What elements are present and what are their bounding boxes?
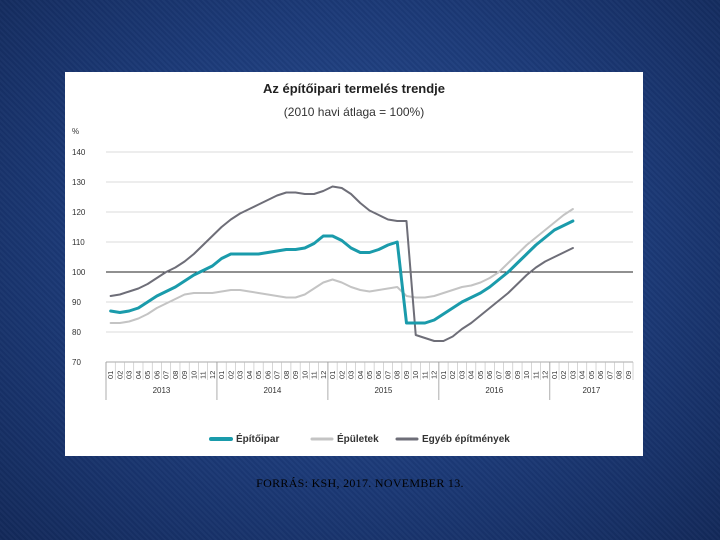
x-tick-label: 09 bbox=[624, 371, 633, 379]
y-axis-unit: % bbox=[72, 127, 79, 136]
y-tick-label: 110 bbox=[72, 238, 85, 247]
x-tick-label: 11 bbox=[310, 371, 319, 379]
x-tick-label: 02 bbox=[337, 371, 346, 379]
x-tick-label: 08 bbox=[282, 371, 291, 379]
x-tick-label: 11 bbox=[420, 371, 429, 379]
x-tick-label: 03 bbox=[568, 371, 577, 379]
x-tick-label: 06 bbox=[485, 371, 494, 379]
x-tick-label: 05 bbox=[365, 371, 374, 379]
x-tick-label: 03 bbox=[236, 371, 245, 379]
x-tick-label: 04 bbox=[578, 371, 587, 379]
legend-label: Egyéb építmények bbox=[422, 434, 510, 445]
x-tick-label: 01 bbox=[439, 371, 448, 379]
x-tick-label: 03 bbox=[457, 371, 466, 379]
x-tick-label: 08 bbox=[615, 371, 624, 379]
x-tick-label: 08 bbox=[504, 371, 513, 379]
x-tick-label: 01 bbox=[328, 371, 337, 379]
x-tick-label: 10 bbox=[300, 371, 309, 379]
x-tick-label: 06 bbox=[596, 371, 605, 379]
chart-title: Az építőipari termelés trendje bbox=[263, 81, 445, 96]
x-tick-label: 09 bbox=[402, 371, 411, 379]
x-tick-label: 03 bbox=[347, 371, 356, 379]
x-tick-label: 04 bbox=[245, 371, 254, 379]
x-tick-label: 09 bbox=[291, 371, 300, 379]
x-tick-label: 12 bbox=[430, 371, 439, 379]
x-tick-label: 10 bbox=[411, 371, 420, 379]
x-tick-label: 04 bbox=[134, 371, 143, 379]
year-label: 2017 bbox=[582, 386, 600, 395]
x-tick-label: 11 bbox=[531, 371, 540, 379]
y-tick-label: 140 bbox=[72, 148, 86, 157]
y-tick-labels: 140 130 120 110 100 90 80 70 bbox=[72, 148, 86, 367]
line-chart: Az építőipari termelés trendje (2010 hav… bbox=[72, 81, 634, 445]
legend-label: Épületek bbox=[337, 432, 379, 445]
y-tick-label: 90 bbox=[72, 298, 81, 307]
x-tick-label: 06 bbox=[374, 371, 383, 379]
x-tick-label: 02 bbox=[115, 371, 124, 379]
year-label: 2015 bbox=[374, 386, 392, 395]
x-tick-label: 08 bbox=[393, 371, 402, 379]
x-tick-label: 02 bbox=[559, 371, 568, 379]
x-tick-label: 07 bbox=[162, 371, 171, 379]
x-tick-label: 12 bbox=[319, 371, 328, 379]
y-tick-label: 130 bbox=[72, 178, 86, 187]
x-tick-label: 07 bbox=[383, 371, 392, 379]
x-tick-label: 06 bbox=[152, 371, 161, 379]
series-line-2 bbox=[109, 185, 574, 342]
year-label: 2013 bbox=[153, 386, 171, 395]
x-tick-label: 07 bbox=[273, 371, 282, 379]
x-axis: 01 02 03 04 05 06 07 08 09 10 11 12 01 02 03 04 05 06 07 08… bbox=[105, 361, 634, 400]
x-tick-label: 03 bbox=[125, 371, 134, 379]
x-tick-label: 04 bbox=[356, 371, 365, 379]
y-tick-label: 100 bbox=[72, 268, 86, 277]
series-lines bbox=[109, 185, 575, 342]
chart-panel: Az építőipari termelés trendje (2010 hav… bbox=[65, 72, 643, 456]
source-caption: FORRÁS: KSH, 2017. NOVEMBER 13. bbox=[256, 476, 464, 490]
x-tick-label: 12 bbox=[208, 371, 217, 379]
x-tick-label: 04 bbox=[467, 371, 476, 379]
x-tick-label: 01 bbox=[106, 371, 115, 379]
x-tick-label: 06 bbox=[263, 371, 272, 379]
x-tick-label: 07 bbox=[494, 371, 503, 379]
x-tick-label: 05 bbox=[476, 371, 485, 379]
x-tick-label: 10 bbox=[189, 371, 198, 379]
x-tick-label: 05 bbox=[254, 371, 263, 379]
y-tick-label: 80 bbox=[72, 328, 81, 337]
x-tick-label: 01 bbox=[217, 371, 226, 379]
y-tick-label: 70 bbox=[72, 358, 81, 367]
x-tick-label: 01 bbox=[550, 371, 559, 379]
x-tick-label: 05 bbox=[143, 371, 152, 379]
x-tick-label: 09 bbox=[513, 371, 522, 379]
x-tick-label: 11 bbox=[199, 371, 208, 379]
x-tick-label: 02 bbox=[448, 371, 457, 379]
x-tick-label: 12 bbox=[541, 371, 550, 379]
series-line-0 bbox=[109, 219, 575, 325]
legend-label: Építőipar bbox=[236, 432, 279, 445]
x-tick-label: 08 bbox=[171, 371, 180, 379]
x-tick-label: 09 bbox=[180, 371, 189, 379]
x-tick-label: 02 bbox=[226, 371, 235, 379]
legend: Építőipar Épületek Egyéb építmények bbox=[209, 432, 510, 445]
year-label: 2014 bbox=[264, 386, 282, 395]
year-label: 2016 bbox=[485, 386, 503, 395]
x-tick-label: 07 bbox=[605, 371, 614, 379]
series-line-1 bbox=[109, 208, 574, 324]
chart-subtitle: (2010 havi átlaga = 100%) bbox=[284, 105, 424, 119]
y-tick-label: 120 bbox=[72, 208, 86, 217]
x-tick-label: 05 bbox=[587, 371, 596, 379]
x-tick-label: 10 bbox=[522, 371, 531, 379]
